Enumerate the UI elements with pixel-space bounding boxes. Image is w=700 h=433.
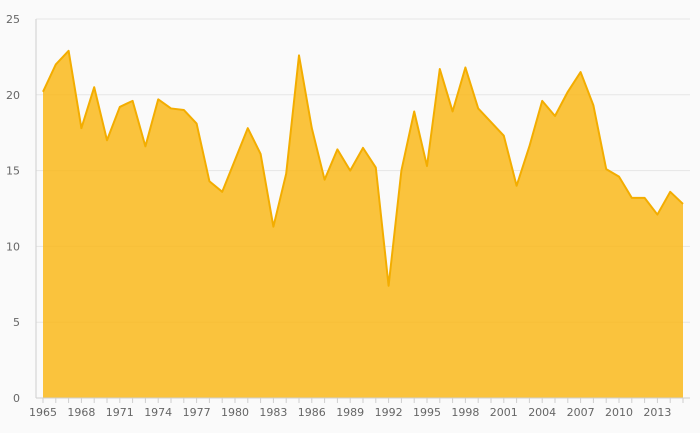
x-tick-label-1980: 1980 — [221, 406, 249, 419]
x-tick-label-1971: 1971 — [106, 406, 134, 419]
label-layer: 0 5 10 15 20 25 1965 1968 1971 1974 1977 1980 1983 19… — [6, 13, 671, 419]
x-tick-label-2001: 2001 — [490, 406, 518, 419]
y-tick-label-15: 15 — [6, 165, 20, 178]
x-tick-label-1986: 1986 — [298, 406, 326, 419]
x-tick-label-1989: 1989 — [336, 406, 364, 419]
area-layer — [42, 49, 684, 398]
y-tick-label-25: 25 — [6, 13, 20, 26]
y-tick-label-5: 5 — [13, 316, 20, 329]
x-tick-label-1998: 1998 — [451, 406, 479, 419]
y-tick-label-10: 10 — [6, 240, 20, 253]
x-tick-label-2004: 2004 — [528, 406, 556, 419]
y-tick-label-0: 0 — [13, 392, 20, 405]
series-line — [42, 49, 684, 287]
y-tick-label-20: 20 — [6, 89, 20, 102]
x-tick-label-1965: 1965 — [29, 406, 57, 419]
x-tick-label-2007: 2007 — [567, 406, 595, 419]
x-tick-label-1977: 1977 — [183, 406, 211, 419]
x-tick-label-2013: 2013 — [643, 406, 671, 419]
x-tick-label-1968: 1968 — [67, 406, 95, 419]
axis-layer — [35, 19, 690, 403]
x-tick-label-1995: 1995 — [413, 406, 441, 419]
x-tick-label-1983: 1983 — [259, 406, 287, 419]
x-tick-label-1974: 1974 — [144, 406, 172, 419]
x-tick-label-2010: 2010 — [605, 406, 633, 419]
series-area-fill — [43, 50, 683, 398]
x-tick-label-1992: 1992 — [375, 406, 403, 419]
